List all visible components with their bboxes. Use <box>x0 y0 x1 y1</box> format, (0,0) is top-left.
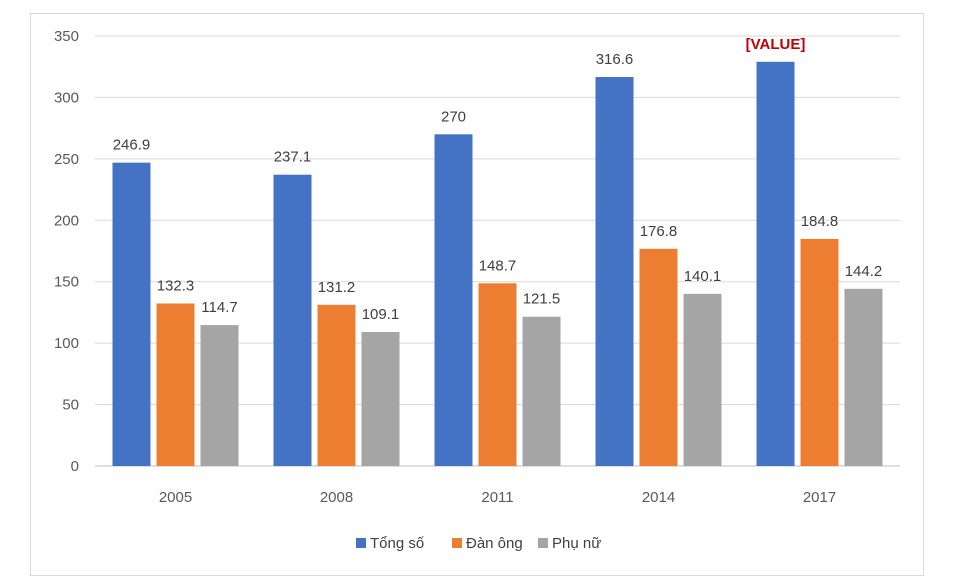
bars <box>112 61 883 467</box>
data-label: 148.7 <box>479 257 517 274</box>
y-tick-label: 100 <box>54 335 79 352</box>
x-tick-label: 2011 <box>481 489 513 506</box>
x-tick-label: 2008 <box>320 489 353 506</box>
bar-tổng-số-2005 <box>112 162 151 466</box>
y-tick-label: 350 <box>54 28 79 45</box>
y-axis: 0 50 100 150 200 250 300 350 <box>54 28 79 475</box>
bar-tổng-số-2014 <box>595 77 634 466</box>
bar-tổng-số-2011 <box>434 134 473 467</box>
y-tick-label: 150 <box>54 274 79 291</box>
bar-đàn-ông-2008 <box>317 304 356 466</box>
legend: Tổng số Đàn ông Phụ nữ <box>356 535 601 552</box>
bar-phụ-nữ-2014 <box>683 293 722 466</box>
y-tick-label: 250 <box>54 151 79 168</box>
legend-swatch <box>538 538 548 548</box>
data-label: 237.1 <box>274 149 312 166</box>
data-label: [VALUE] <box>746 36 806 53</box>
data-label: 121.5 <box>523 291 561 308</box>
legend-label: Tổng số <box>370 535 425 552</box>
data-label: 131.2 <box>318 279 356 296</box>
data-label: 316.6 <box>596 51 634 68</box>
bar-tổng-số-2008 <box>273 174 312 466</box>
data-label: 184.8 <box>801 213 839 230</box>
y-tick-label: 0 <box>71 458 79 475</box>
legend-label: Đàn ông <box>466 535 523 552</box>
bar-đàn-ông-2005 <box>156 303 195 466</box>
data-label: 246.9 <box>113 137 151 154</box>
data-label: 140.1 <box>684 268 722 285</box>
bar-phụ-nữ-2005 <box>200 325 239 466</box>
bar-đàn-ông-2011 <box>478 283 517 466</box>
bar-phụ-nữ-2008 <box>361 331 400 466</box>
y-tick-label: 300 <box>54 89 79 106</box>
x-tick-label: 2005 <box>159 489 192 506</box>
bar-đàn-ông-2014 <box>639 248 678 466</box>
data-label: 270 <box>441 108 466 125</box>
data-label: 144.2 <box>845 263 883 280</box>
y-tick-label: 50 <box>62 397 79 414</box>
bar-phụ-nữ-2011 <box>522 316 561 466</box>
data-label: 109.1 <box>362 306 400 323</box>
x-tick-label: 2014 <box>642 489 675 506</box>
x-axis: 2005 2008 2011 2014 2017 <box>159 489 836 506</box>
legend-swatch <box>356 538 366 548</box>
bar-tổng-số-2017 <box>756 61 795 467</box>
data-labels: 246.9 132.3 114.7 237.1 131.2 109.1 270 148.7 12… <box>113 36 883 323</box>
legend-label: Phụ nữ <box>552 535 601 552</box>
x-tick-label: 2017 <box>803 489 836 506</box>
legend-swatch <box>452 538 462 548</box>
bar-đàn-ông-2017 <box>800 238 839 466</box>
data-label: 132.3 <box>157 277 195 294</box>
data-label: 176.8 <box>640 223 678 240</box>
data-label: 114.7 <box>201 299 237 316</box>
y-tick-label: 200 <box>54 212 79 229</box>
bar-phụ-nữ-2017 <box>844 288 883 466</box>
